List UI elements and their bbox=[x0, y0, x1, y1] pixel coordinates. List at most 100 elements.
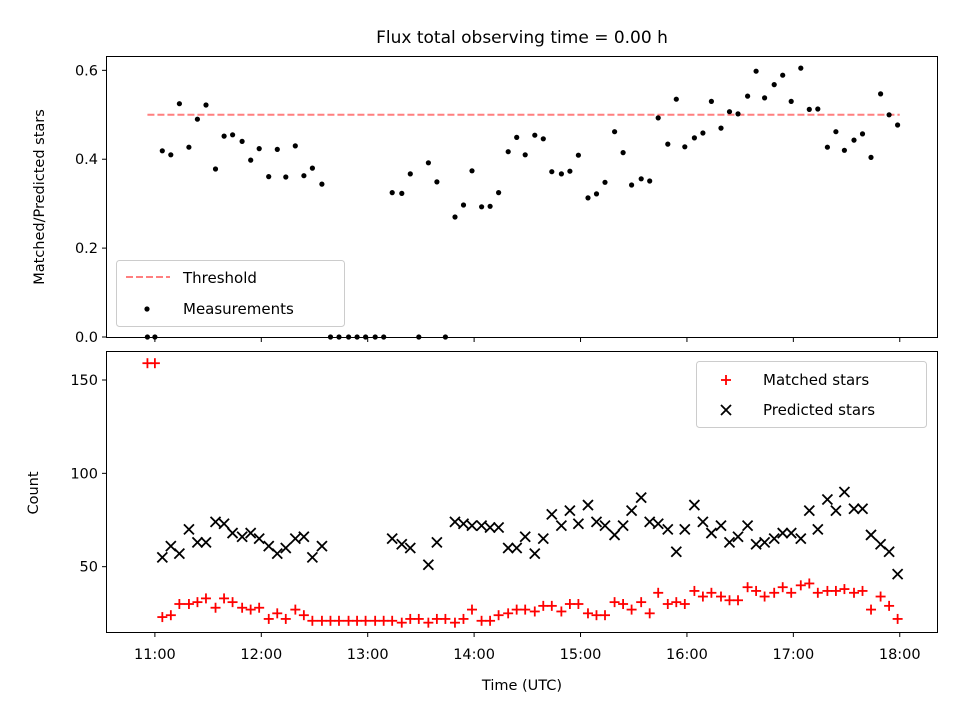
measurement-point bbox=[788, 98, 794, 104]
predicted-star-point bbox=[644, 516, 656, 528]
measurement-point bbox=[452, 214, 458, 220]
ratio-y-tick-label: 0.2 bbox=[75, 241, 98, 257]
matched-star-point bbox=[219, 593, 230, 604]
count-legend: Matched stars Predicted stars bbox=[696, 361, 927, 428]
matched-star-point bbox=[662, 599, 673, 609]
predicted-star-point bbox=[572, 518, 585, 530]
matched-star-point bbox=[290, 604, 301, 615]
x-tick-label: 14:00 bbox=[453, 647, 495, 663]
measurement-point bbox=[221, 133, 227, 139]
predicted-star-point bbox=[679, 523, 691, 535]
predicted-star-point bbox=[582, 499, 594, 511]
ratio-legend: Threshold Measurements bbox=[116, 260, 345, 327]
measurement-point bbox=[159, 148, 165, 154]
measurement-point bbox=[309, 165, 315, 171]
predicted-star-point bbox=[298, 531, 310, 543]
predicted-star-point bbox=[245, 527, 257, 539]
measurement-point bbox=[859, 131, 866, 137]
count-x-ticks: 11:00 12:00 13:00 14:00 15:00 16:00 17:00 18:00 bbox=[134, 632, 921, 663]
predicted-star-point bbox=[156, 551, 168, 563]
measurement-point bbox=[886, 112, 892, 118]
predicted-star-point bbox=[546, 508, 558, 521]
matched-star-point bbox=[485, 615, 496, 626]
predicted-star-point bbox=[777, 527, 789, 539]
predicted-star-point bbox=[670, 546, 682, 558]
predicted-star-point bbox=[883, 546, 895, 558]
matched-star-point bbox=[254, 602, 265, 613]
measurement-point bbox=[194, 116, 200, 122]
matched-legend-marker bbox=[721, 375, 731, 385]
count-y-ticks: 50 100 150 bbox=[70, 373, 107, 576]
predicted-star-point bbox=[856, 503, 869, 515]
measurement-point bbox=[230, 132, 236, 138]
matched-star-point bbox=[777, 582, 788, 593]
matched-star-point bbox=[431, 613, 442, 624]
measurement-point bbox=[878, 91, 884, 97]
predicted-star-point bbox=[723, 536, 736, 549]
predicted-star-point bbox=[617, 519, 629, 532]
x-axis-label: Time (UTC) bbox=[481, 678, 562, 694]
measurement-point bbox=[638, 176, 644, 182]
matched-star-point bbox=[804, 578, 815, 589]
predicted-star-point bbox=[529, 547, 541, 560]
matched-star-point bbox=[653, 587, 664, 598]
matched-star-point bbox=[405, 613, 416, 624]
matched-star-point bbox=[227, 597, 238, 608]
measurement-point bbox=[505, 149, 511, 155]
measurements-legend-marker bbox=[144, 306, 150, 312]
measurement-point bbox=[239, 138, 245, 144]
matched-star-point bbox=[520, 604, 531, 615]
matched-star-point bbox=[573, 599, 584, 609]
measurement-point bbox=[868, 154, 874, 160]
measurement-point bbox=[399, 190, 405, 196]
matched-star-point bbox=[333, 615, 344, 626]
matched-star-point bbox=[706, 587, 717, 598]
ratio-y-tick-label: 0.0 bbox=[75, 330, 98, 346]
predicted-star-point bbox=[511, 542, 523, 554]
matched-star-point bbox=[316, 615, 327, 626]
matched-star-point bbox=[440, 613, 451, 624]
matched-star-point bbox=[272, 608, 283, 619]
matched-star-point bbox=[582, 608, 593, 619]
measurement-point bbox=[647, 178, 653, 184]
predicted-star-point bbox=[519, 531, 531, 543]
matched-star-point bbox=[387, 615, 398, 626]
measurement-point bbox=[168, 152, 174, 158]
predicted-star-point bbox=[173, 547, 185, 560]
predicted-star-point bbox=[697, 516, 709, 528]
predicted-star-point bbox=[564, 505, 576, 517]
predicted-star-point bbox=[838, 486, 851, 498]
matched-star-point bbox=[307, 615, 318, 626]
x-tick-label: 13:00 bbox=[347, 647, 389, 663]
matched-star-point bbox=[503, 608, 514, 619]
predicted-star-point bbox=[768, 533, 780, 545]
matched-star-point bbox=[849, 587, 859, 598]
count-y-tick-label: 150 bbox=[70, 373, 98, 389]
matched-star-point bbox=[149, 358, 160, 369]
measurement-point bbox=[745, 93, 751, 99]
measurement-point bbox=[434, 179, 440, 185]
measurement-point bbox=[479, 204, 485, 210]
predicted-star-point bbox=[803, 505, 815, 517]
matched-star-point bbox=[866, 604, 877, 615]
predicted-star-point bbox=[422, 559, 434, 571]
predicted-star-point bbox=[750, 538, 762, 550]
predicted-star-point bbox=[662, 523, 674, 535]
predicted-star-point bbox=[891, 568, 904, 580]
matched-star-point bbox=[689, 585, 700, 596]
measurement-point bbox=[895, 122, 901, 128]
x-tick-label: 12:00 bbox=[240, 647, 282, 663]
measurement-point bbox=[682, 144, 688, 150]
measurement-point bbox=[514, 134, 520, 140]
measurement-point bbox=[655, 115, 661, 121]
measurement-point bbox=[815, 106, 821, 112]
measurement-point bbox=[319, 181, 325, 187]
x-tick-label: 15:00 bbox=[560, 647, 602, 663]
predicted-star-point bbox=[705, 527, 718, 539]
matched-legend-label: Matched stars bbox=[763, 371, 869, 389]
measurement-point bbox=[176, 101, 182, 107]
matched-star-point bbox=[493, 610, 504, 621]
measurement-point bbox=[762, 95, 768, 101]
predicted-star-point bbox=[306, 551, 319, 563]
measurement-point bbox=[425, 160, 431, 166]
